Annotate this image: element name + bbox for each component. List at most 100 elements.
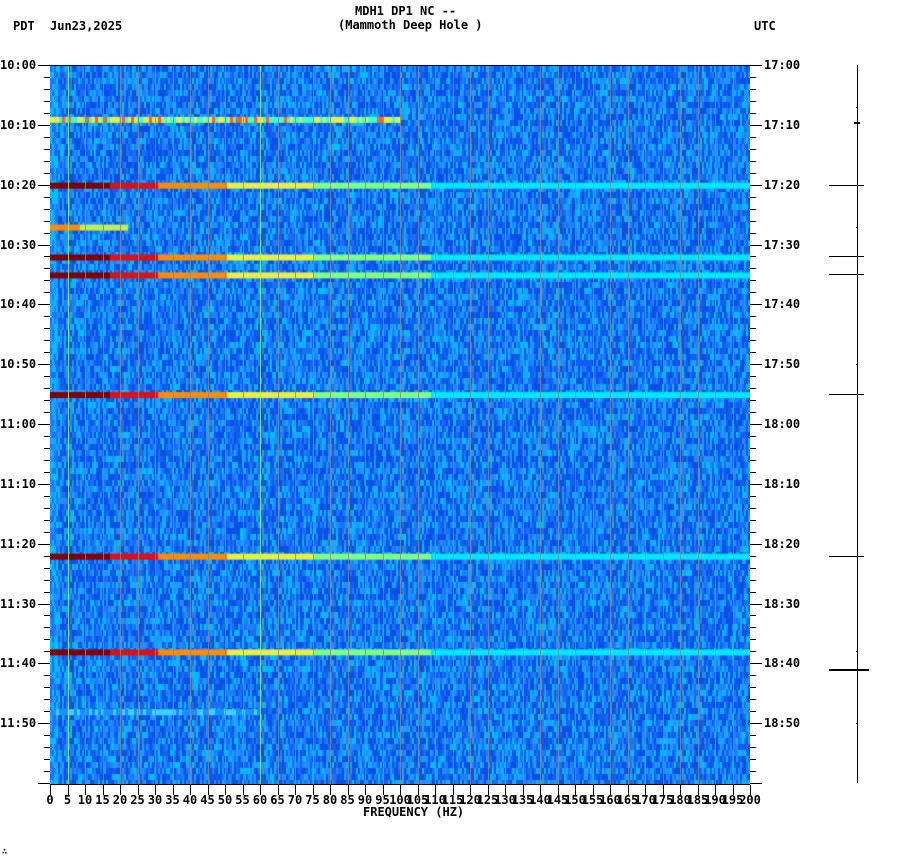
x-tick [715,785,716,795]
gridline [435,66,436,784]
y-tick [44,352,50,354]
event-marker [829,394,864,396]
x-tick-label: 200 [739,793,761,807]
y-tick [750,471,756,473]
x-tick-label: 125 [476,793,499,807]
x-tick-label: 140 [529,793,551,807]
y-tick [750,759,756,761]
gridline [400,66,401,784]
y-tick [38,424,50,425]
y-tick [38,124,50,126]
gridline [645,66,646,784]
gridline [592,66,594,784]
y-tick [44,160,50,162]
y-tick-label-left: 11:30 [0,596,37,611]
x-tick [557,785,559,795]
y-tick [44,699,50,701]
x-tick [697,785,699,795]
gridline [207,66,209,784]
y-tick [750,735,756,737]
y-tick [44,471,50,473]
y-tick-label-left: 10:10 [0,117,37,132]
x-tick [645,785,646,795]
x-tick-label: 10 [77,793,93,807]
x-tick-label: 110 [424,793,446,807]
y-tick [44,100,50,102]
y-tick [750,124,762,126]
y-tick [750,579,756,581]
event-marker [829,669,869,672]
y-tick [750,316,756,318]
y-tick [750,531,756,533]
x-tick-label: 60 [252,793,268,807]
y-tick-label-left: 11:20 [0,536,37,551]
right-timezone: UTC [754,19,776,33]
gridline [627,66,629,784]
y-tick [750,244,762,246]
y-tick [750,172,756,174]
x-tick-label: 135 [511,793,534,807]
event-marker [829,274,864,276]
y-tick [750,412,756,414]
x-tick [50,785,51,795]
y-tick [750,220,756,222]
x-tick [417,785,419,795]
y-tick [44,459,50,461]
x-tick-label: 150 [564,793,586,807]
x-tick [452,785,454,795]
gridline [522,66,524,784]
y-tick-label-right: 18:00 [764,417,801,431]
gridline [715,66,716,784]
x-tick-label: 30 [147,793,163,807]
gridline [680,66,681,784]
y-tick [44,591,50,593]
x-tick-label: 15 [95,793,110,807]
y-tick [750,615,756,617]
y-tick [750,304,762,306]
y-tick [44,88,50,90]
x-tick [750,785,751,795]
y-tick [750,65,762,66]
y-tick [44,268,50,270]
y-tick [44,615,50,617]
y-tick [750,639,756,641]
y-tick [750,328,756,330]
x-tick [85,785,86,795]
gridline [120,66,121,784]
event-marker [856,226,858,228]
y-tick [750,723,762,725]
y-tick [750,352,756,354]
x-tick-label: 40 [182,793,198,807]
y-tick [38,783,50,784]
y-tick-label-right: 18:40 [764,656,801,671]
gridline [470,66,471,784]
gridline [242,66,244,784]
y-tick [750,747,756,749]
y-tick [44,376,50,378]
x-tick-label: 25 [130,793,145,807]
y-tick-label-right: 17:00 [764,58,801,72]
x-tick [382,785,384,795]
x-tick-label: 90 [357,793,373,807]
y-tick [44,112,50,114]
y-tick [750,663,762,665]
y-tick [750,687,756,689]
y-tick [38,723,50,725]
y-tick [750,699,756,701]
x-tick-label: 80 [322,793,338,807]
y-tick [750,483,762,485]
y-tick [44,340,50,342]
x-tick [487,785,489,795]
y-tick [44,280,50,282]
x-tick-label: 95 [375,793,390,807]
y-tick [44,747,50,749]
y-tick-label-right: 18:30 [764,596,801,611]
x-tick-label: 130 [494,793,516,807]
x-tick [312,785,314,795]
y-tick [750,447,756,449]
y-tick [44,136,50,138]
gridline [662,66,664,784]
x-tick-label: 115 [441,793,464,807]
gridline [225,66,226,784]
y-tick [750,459,756,461]
